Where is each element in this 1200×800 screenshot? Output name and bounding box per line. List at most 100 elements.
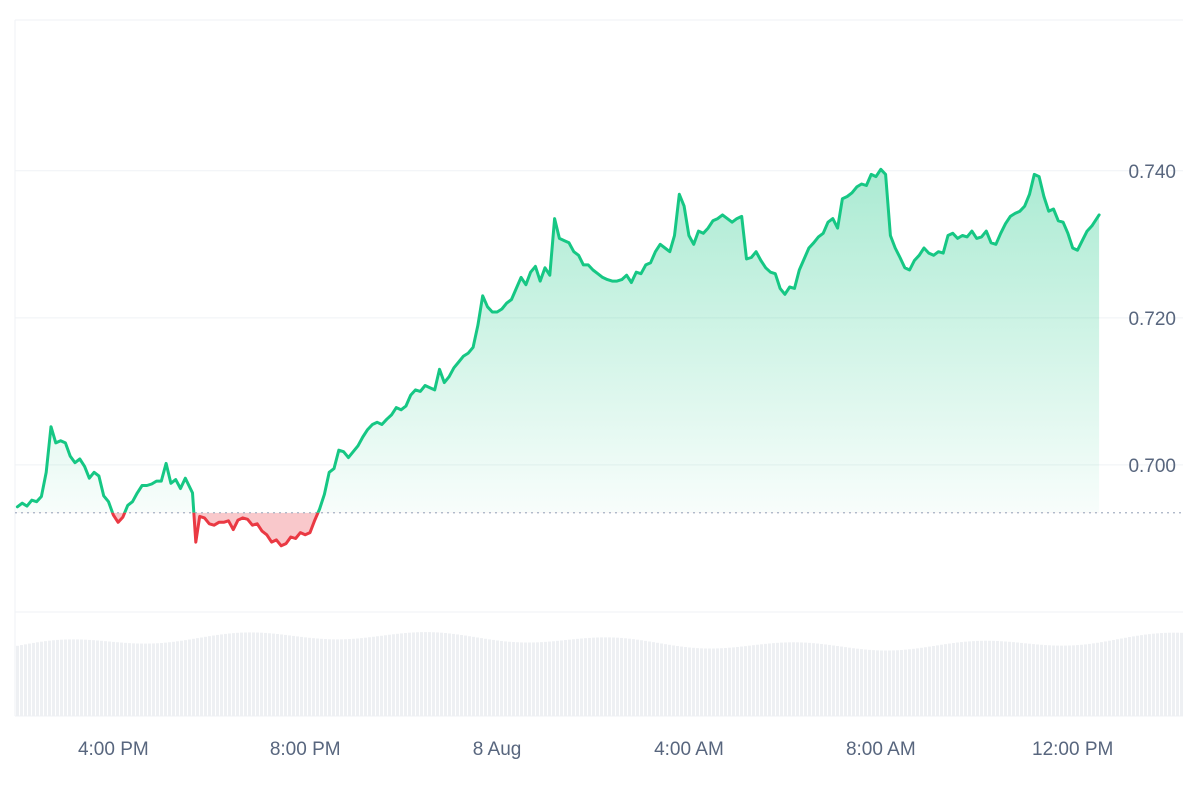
volume-bar bbox=[964, 641, 967, 716]
volume-bar bbox=[536, 642, 539, 716]
volume-bar bbox=[628, 638, 631, 716]
volume-bar bbox=[464, 635, 467, 716]
volume-bar bbox=[764, 643, 767, 716]
volume-bar bbox=[684, 647, 687, 716]
volume-bar bbox=[960, 642, 963, 716]
volume-bar bbox=[412, 632, 415, 716]
volume-bar bbox=[228, 633, 231, 716]
volume-bar bbox=[752, 645, 755, 716]
volume-bar bbox=[648, 641, 651, 716]
volume-bar bbox=[360, 638, 363, 716]
volume-bar bbox=[500, 640, 503, 716]
volume-bar bbox=[172, 641, 175, 716]
volume-bar bbox=[1172, 632, 1175, 716]
area-below-baseline bbox=[112, 512, 318, 546]
volume-bar bbox=[1112, 639, 1115, 716]
volume-bar bbox=[748, 645, 751, 716]
volume-bar bbox=[824, 644, 827, 716]
volume-bar bbox=[740, 646, 743, 716]
volume-bar bbox=[828, 644, 831, 716]
volume-bar bbox=[1152, 633, 1155, 716]
volume-bar bbox=[996, 641, 999, 716]
volume-bar bbox=[1140, 635, 1143, 716]
volume-bar bbox=[164, 642, 167, 716]
volume-bar bbox=[1056, 645, 1059, 716]
volume-bar bbox=[688, 647, 691, 716]
volume-bar bbox=[160, 642, 163, 716]
volume-bar bbox=[720, 648, 723, 716]
volume-bar bbox=[324, 639, 327, 716]
y-tick-label: 0.700 bbox=[1128, 456, 1176, 477]
volume-bar bbox=[876, 650, 879, 716]
volume-bar bbox=[104, 641, 107, 716]
volume-bar bbox=[580, 638, 583, 716]
volume-bar bbox=[36, 642, 39, 716]
volume-bar bbox=[632, 639, 635, 716]
volume-bar bbox=[76, 639, 79, 716]
area-above-baseline bbox=[17, 169, 1100, 513]
volume-bar bbox=[956, 642, 959, 716]
volume-bar bbox=[984, 640, 987, 716]
volume-bar bbox=[1128, 637, 1131, 716]
volume-bar bbox=[664, 644, 667, 716]
volume-bar bbox=[332, 639, 335, 716]
volume-bar bbox=[56, 639, 59, 716]
volume-bar bbox=[1120, 638, 1123, 716]
volume-bar bbox=[644, 640, 647, 716]
volume-bar bbox=[1144, 634, 1147, 716]
volume-bar bbox=[1084, 644, 1087, 716]
volume-bar bbox=[820, 643, 823, 716]
volume-bar bbox=[1052, 645, 1055, 716]
volume-bar bbox=[1012, 642, 1015, 716]
volume-bar bbox=[400, 633, 403, 716]
volume-bar bbox=[792, 642, 795, 716]
volume-bar bbox=[80, 639, 83, 716]
volume-bar bbox=[676, 646, 679, 716]
volume-bar bbox=[504, 641, 507, 716]
volume-bar bbox=[1132, 636, 1135, 716]
volume-bar bbox=[548, 641, 551, 716]
x-tick-label: 4:00 PM bbox=[78, 739, 149, 760]
volume-bar bbox=[940, 644, 943, 716]
volume-bar bbox=[692, 647, 695, 716]
volume-bar bbox=[1168, 632, 1171, 716]
volume-bar bbox=[1068, 645, 1071, 716]
volume-bar bbox=[240, 632, 243, 716]
volume-bar bbox=[468, 636, 471, 716]
volume-bar bbox=[840, 646, 843, 716]
volume-bar bbox=[496, 640, 499, 716]
volume-bar bbox=[1032, 644, 1035, 716]
volume-bar bbox=[124, 642, 127, 716]
volume-bar bbox=[320, 638, 323, 716]
volume-bar bbox=[788, 642, 791, 716]
volume-bar bbox=[564, 640, 567, 716]
volume-bar bbox=[448, 633, 451, 716]
volume-bar bbox=[316, 638, 319, 716]
volume-bar bbox=[476, 637, 479, 716]
volume-bar bbox=[244, 632, 247, 716]
volume-bar bbox=[260, 632, 263, 716]
volume-bar bbox=[716, 648, 719, 716]
volume-bar bbox=[892, 650, 895, 716]
volume-bar bbox=[152, 643, 155, 716]
volume-bar bbox=[756, 644, 759, 716]
volume-bar bbox=[608, 637, 611, 716]
volume-bar bbox=[832, 645, 835, 716]
volume-bar bbox=[284, 634, 287, 716]
volume-bar bbox=[816, 643, 819, 716]
volume-bar bbox=[480, 638, 483, 716]
volume-bar bbox=[1020, 642, 1023, 716]
volume-bar bbox=[768, 643, 771, 716]
volume-bar bbox=[288, 635, 291, 716]
volume-bar bbox=[1156, 633, 1159, 716]
volume-bar bbox=[276, 634, 279, 716]
volume-bar bbox=[528, 642, 531, 716]
volume-bar bbox=[616, 637, 619, 716]
volume-bar bbox=[880, 650, 883, 716]
volume-bar bbox=[928, 646, 931, 716]
volume-bar bbox=[300, 636, 303, 716]
price-line-down bbox=[110, 512, 320, 548]
volume-bar bbox=[668, 644, 671, 716]
